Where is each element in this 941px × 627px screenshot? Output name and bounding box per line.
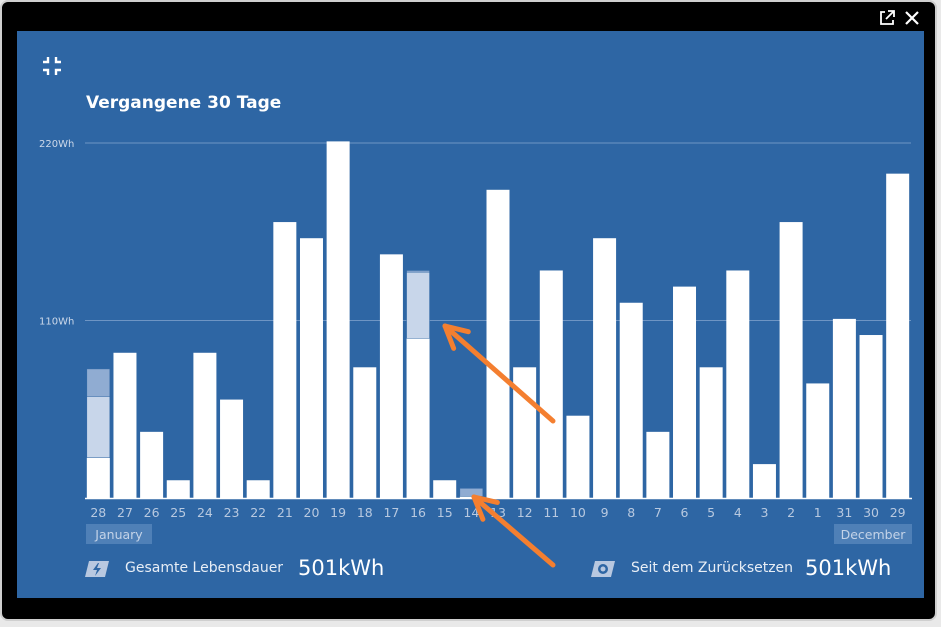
reset-icon: [591, 561, 615, 577]
bar-25-s0[interactable]: [166, 480, 190, 498]
x-tick-label: 31: [836, 505, 852, 520]
bar-13-s0[interactable]: [486, 189, 510, 498]
bar-15-s0[interactable]: [433, 480, 457, 498]
bar-20-s0[interactable]: [299, 238, 323, 499]
x-tick-label: 10: [570, 505, 586, 520]
bar-22-s0[interactable]: [246, 480, 270, 498]
bar-7-s0[interactable]: [646, 431, 670, 498]
x-tick-label: 25: [170, 505, 186, 520]
bar-14-s2[interactable]: [459, 488, 484, 497]
x-tick-label: 3: [760, 505, 768, 520]
bar-26-s0[interactable]: [140, 431, 164, 498]
x-tick-label: 30: [863, 505, 879, 520]
bar-28-s0[interactable]: [86, 457, 110, 498]
x-tick-label: 26: [144, 505, 160, 520]
bar-4-s0[interactable]: [726, 270, 750, 498]
lightning-icon: [85, 561, 109, 577]
annotation-arrow-lower-head: [471, 494, 486, 522]
bar-6-s0[interactable]: [673, 286, 697, 498]
y-tick-label: 220Wh: [39, 139, 74, 150]
annotation-arrow-lower: [471, 494, 556, 568]
bar-8-s0[interactable]: [619, 302, 643, 498]
x-tick-label: 4: [734, 505, 742, 520]
x-tick-label: 29: [890, 505, 906, 520]
bar-17-s0[interactable]: [379, 254, 403, 498]
bar-14-s0[interactable]: [459, 496, 483, 498]
bar-31-s0[interactable]: [832, 318, 856, 498]
chart-panel: Vergangene 30 Tage 220Wh 110Wh 28 27 26 25 24 2…: [17, 31, 924, 598]
lifetime-label: Gesamte Lebensdauer: [125, 560, 284, 576]
collapse-icon[interactable]: [41, 55, 63, 77]
month-label: January: [94, 527, 143, 542]
lifetime-value: 501kWh: [298, 556, 385, 580]
x-tick-label: 11: [543, 505, 559, 520]
bar-23-s0[interactable]: [220, 399, 244, 498]
bar-9-s0[interactable]: [593, 238, 617, 499]
x-tick-label: 6: [681, 505, 689, 520]
chart-title: Vergangene 30 Tage: [86, 93, 282, 113]
external-link-icon[interactable]: [877, 8, 897, 28]
bar-18-s0[interactable]: [353, 367, 377, 498]
bar-28-s1[interactable]: [86, 396, 111, 458]
y-tick-label: 110Wh: [39, 317, 74, 328]
bar-21-s0[interactable]: [273, 222, 297, 498]
bar-16-s2[interactable]: [406, 270, 430, 273]
x-tick-label: 22: [250, 505, 266, 520]
bar-1-s0[interactable]: [806, 383, 830, 498]
x-tick-label: 8: [627, 505, 635, 520]
x-tick-label: 23: [224, 505, 240, 520]
annotation-arrow-upper-head: [442, 323, 457, 351]
bar-30-s0[interactable]: [859, 335, 883, 498]
bar-10-s0[interactable]: [566, 415, 590, 498]
bar-16-s1[interactable]: [406, 271, 430, 339]
close-icon[interactable]: [902, 8, 922, 28]
x-tick-label: 21: [277, 505, 293, 520]
x-tick-label: 12: [517, 505, 533, 520]
x-tick-label: 5: [707, 505, 715, 520]
month-label: December: [841, 527, 907, 542]
x-tick-label: 17: [383, 505, 399, 520]
x-tick-label: 14: [463, 505, 479, 520]
bar-5-s0[interactable]: [699, 367, 723, 498]
annotation-arrow-upper-head: [442, 323, 471, 335]
bar-27-s0[interactable]: [113, 352, 137, 498]
x-tick-label: 28: [90, 505, 106, 520]
x-tick-label: 15: [437, 505, 453, 520]
bar-29-s0[interactable]: [886, 173, 910, 498]
x-tick-label: 24: [197, 505, 213, 520]
since-reset-label: Seit dem Zurücksetzen: [631, 560, 794, 576]
bar-2-s0[interactable]: [779, 222, 803, 498]
x-tick-label: 9: [601, 505, 609, 520]
bar-11-s0[interactable]: [539, 270, 563, 498]
bar-24-s0[interactable]: [193, 352, 217, 498]
annotation-arrow-lower-head: [471, 494, 500, 505]
x-tick-label: 20: [304, 505, 320, 520]
since-reset-value: 501kWh: [805, 556, 892, 580]
bar-3-s0[interactable]: [752, 464, 776, 498]
bar-16-s0[interactable]: [406, 338, 430, 498]
bar-28-s2[interactable]: [86, 368, 111, 397]
x-tick-label: 1: [814, 505, 822, 520]
x-tick-label: 19: [330, 505, 346, 520]
x-tick-label: 16: [410, 505, 426, 520]
month-badge-left: [86, 524, 152, 544]
annotation-arrow-upper: [442, 323, 556, 424]
month-badge-right: [834, 524, 912, 544]
x-tick-label: 18: [357, 505, 373, 520]
bar-19-s0[interactable]: [326, 141, 350, 498]
x-tick-label: 7: [654, 505, 662, 520]
x-tick-label: 27: [117, 505, 133, 520]
x-tick-label: 2: [787, 505, 795, 520]
